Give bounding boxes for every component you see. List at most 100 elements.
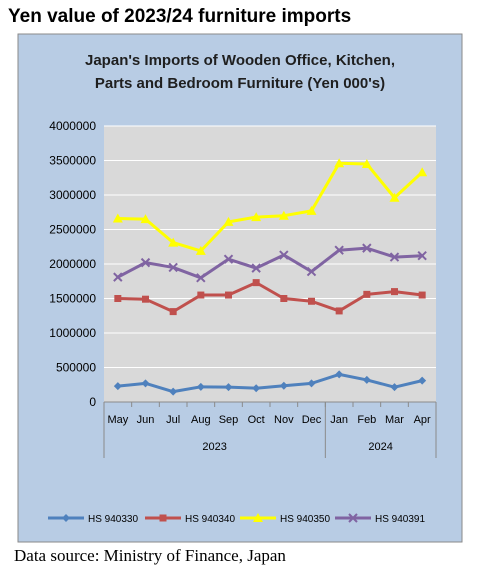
x-tick-label: Sep	[219, 414, 239, 426]
data-point	[308, 297, 315, 305]
marker-stroke	[113, 272, 123, 282]
data-point	[169, 387, 178, 396]
marker-stroke	[334, 245, 344, 255]
chart-title-line-1: Japan's Imports of Wooden Office, Kitche…	[85, 52, 395, 69]
data-point	[197, 291, 205, 299]
x-tick-label: Jan	[330, 414, 348, 426]
x-tick-label: Dec	[302, 414, 322, 426]
data-point	[335, 307, 343, 315]
series-line	[116, 161, 424, 253]
x-tick-label: Aug	[191, 414, 211, 426]
data-source-note: Data source: Ministry of Finance, Japan	[14, 546, 286, 565]
series-line	[116, 372, 424, 394]
marker-stroke	[196, 273, 206, 283]
data-point	[335, 370, 344, 379]
marker-stroke	[417, 251, 427, 261]
legend-label: HS 940340	[185, 514, 235, 525]
data-point	[195, 245, 206, 255]
y-tick-label: 0	[89, 395, 96, 409]
y-tick-label: 2000000	[49, 257, 96, 271]
marker-stroke	[348, 513, 358, 523]
y-tick-label: 2500000	[49, 223, 96, 237]
data-point	[361, 158, 372, 168]
series-line	[116, 246, 424, 280]
data-point	[389, 252, 400, 262]
data-point	[278, 210, 289, 220]
series-group	[112, 158, 428, 396]
y-tick-label: 500000	[56, 361, 96, 375]
data-point	[112, 213, 123, 223]
x-tick-label: Apr	[414, 414, 431, 426]
data-point	[279, 381, 288, 390]
legend-item: HS 940391	[335, 513, 425, 525]
data-point	[362, 243, 372, 253]
series-hs-940350	[112, 158, 428, 255]
data-point	[417, 167, 428, 177]
x-tick-label: Jul	[166, 414, 180, 426]
data-point	[141, 379, 150, 388]
data-point	[348, 513, 358, 523]
x-tick-label: Mar	[385, 414, 404, 426]
data-point	[168, 262, 178, 273]
data-point	[363, 290, 371, 298]
data-point	[113, 382, 122, 391]
series-hs-940330	[113, 370, 427, 396]
data-point	[417, 251, 427, 261]
data-point	[252, 384, 261, 393]
legend-label: HS 940330	[88, 514, 138, 525]
marker-stroke	[279, 250, 289, 260]
legend-label: HS 940350	[280, 514, 330, 525]
x-tick-label: Feb	[357, 414, 376, 426]
data-point	[113, 272, 123, 282]
y-tick-label: 3000000	[49, 188, 96, 202]
data-point	[62, 514, 70, 522]
series-line	[116, 281, 424, 314]
data-point	[306, 205, 317, 215]
x-tick-label: May	[107, 414, 128, 426]
data-point	[280, 295, 288, 302]
marker-stroke	[362, 243, 372, 253]
y-axis: 0 500000 1000000 1500000 2000000 2500000 30000…	[49, 119, 96, 409]
data-point	[225, 291, 232, 299]
x-group-label: 2023	[202, 441, 226, 453]
x-tick-label: Oct	[248, 414, 265, 426]
series-hs-940340	[114, 279, 426, 316]
legend-item: HS 940340	[145, 514, 235, 525]
data-point	[334, 245, 344, 255]
data-point	[391, 288, 398, 296]
data-point	[196, 273, 206, 283]
data-point	[253, 513, 263, 522]
legend-item: HS 940350	[240, 513, 330, 525]
data-point	[307, 379, 316, 388]
data-point	[223, 254, 234, 264]
data-point	[389, 192, 400, 202]
data-point	[223, 216, 234, 226]
marker-stroke	[223, 254, 234, 264]
data-point	[334, 158, 345, 168]
chart-title-line-2: Parts and Bedroom Furniture (Yen 000's)	[95, 75, 385, 92]
marker-stroke	[389, 252, 400, 262]
legend: HS 940330 HS 940340 HS 940350 HS 940391	[48, 513, 425, 525]
x-group-label: 2024	[368, 441, 392, 453]
data-point	[418, 291, 426, 299]
y-tick-label: 1500000	[49, 292, 96, 306]
data-point	[279, 250, 289, 260]
data-point	[224, 383, 233, 392]
data-point	[114, 295, 122, 302]
data-point	[252, 279, 260, 287]
marker-stroke	[251, 263, 261, 273]
data-point	[251, 263, 261, 273]
data-point	[251, 212, 262, 222]
data-point	[362, 375, 371, 384]
data-point	[169, 308, 177, 316]
marker-stroke	[168, 262, 178, 273]
y-tick-label: 3500000	[49, 154, 96, 168]
x-tick-label: Jun	[137, 414, 155, 426]
marker-stroke	[306, 266, 317, 277]
data-point	[418, 376, 427, 385]
data-point	[306, 266, 317, 277]
y-tick-label: 1000000	[49, 326, 96, 340]
legend-label: HS 940391	[375, 514, 425, 525]
marker-stroke	[140, 257, 151, 268]
